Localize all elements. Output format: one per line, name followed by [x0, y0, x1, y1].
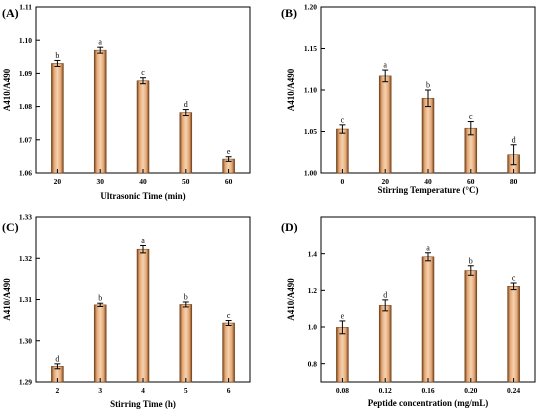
x-tick-label: 60 — [467, 177, 475, 186]
y-tick-label: 0.8 — [308, 359, 318, 368]
bar — [93, 304, 107, 383]
y-tick-label: 1.10 — [304, 86, 317, 95]
significance-label: a — [141, 236, 145, 245]
bar — [507, 286, 520, 383]
significance-label: a — [383, 61, 387, 70]
x-tick-label: 0.12 — [379, 386, 392, 395]
significance-label: b — [469, 256, 473, 265]
x-tick-label: 0.20 — [464, 386, 477, 395]
x-tick-label: 0.24 — [507, 386, 520, 395]
y-tick-label: 1.10 — [19, 36, 32, 45]
y-tick-label: 1.11 — [19, 3, 32, 12]
x-tick-label: 30 — [96, 177, 104, 186]
y-tick-label: 1.00 — [304, 169, 317, 178]
y-tick-label: 1.20 — [304, 3, 317, 12]
bar — [421, 98, 435, 174]
significance-label: c — [341, 115, 345, 124]
y-tick-label: 1.06 — [19, 169, 32, 178]
bar — [93, 49, 107, 174]
significance-label: b — [98, 294, 102, 303]
y-tick-label: 1.0 — [308, 323, 318, 332]
y-tick-label: 1.09 — [19, 69, 32, 78]
y-axis-title: A410/A490 — [286, 278, 296, 321]
y-tick-label: 1.15 — [304, 44, 317, 53]
significance-label: c — [469, 112, 473, 121]
y-tick-label: 1.29 — [19, 378, 32, 387]
bar — [421, 256, 435, 383]
significance-label: e — [227, 147, 231, 156]
y-axis-title: A410/A490 — [286, 68, 296, 111]
panel-c: 1.29 1.30 1.31 1.32 1.33 d 2 b 3 a 4 b 5 c 6 Stirring T… — [2, 213, 251, 409]
x-tick-label: 3 — [98, 386, 102, 395]
x-tick-label: 4 — [141, 386, 145, 395]
panel-d: 0.8 1.0 1.2 1.4 e 0.08 d 0.12 a 0.16 b 0.20 c 0.24 Pep… — [281, 216, 536, 408]
y-tick-label: 1.08 — [19, 102, 32, 111]
significance-label: a — [98, 38, 102, 47]
significance-label: d — [55, 354, 59, 363]
y-axis-title: A410/A490 — [2, 68, 12, 111]
significance-label: c — [512, 274, 516, 283]
significance-label: c — [141, 68, 145, 77]
x-tick-label: 0.16 — [421, 386, 434, 395]
significance-label: a — [426, 243, 430, 252]
x-tick-label: 40 — [424, 177, 432, 186]
significance-label: c — [227, 311, 231, 320]
x-axis-title: Stirring Time (h) — [110, 399, 176, 409]
panel-a: 1.06 1.07 1.08 1.09 1.10 1.11 b 20 a 30 c 40 d 50 e 60 U… — [2, 3, 251, 201]
significance-label: d — [184, 100, 188, 109]
x-tick-label: 2 — [56, 386, 60, 395]
significance-label: b — [426, 81, 430, 90]
x-axis-title: Ultrasonic Time (min) — [100, 191, 185, 201]
x-tick-label: 60 — [225, 177, 233, 186]
significance-label: b — [184, 292, 188, 301]
x-axis-title: Stirring Temperature (°C) — [378, 185, 479, 195]
bar — [336, 327, 349, 383]
bar — [136, 80, 150, 174]
bar — [51, 63, 64, 174]
x-tick-label: 40 — [139, 177, 147, 186]
y-tick-label: 1.07 — [19, 135, 32, 144]
y-tick-label: 1.32 — [19, 254, 32, 263]
y-tick-label: 1.2 — [308, 286, 318, 295]
significance-label: b — [55, 51, 59, 60]
x-tick-label: 80 — [510, 177, 518, 186]
panel-letter: (C) — [2, 220, 19, 234]
significance-label: d — [383, 290, 387, 299]
x-tick-label: 0 — [341, 177, 345, 186]
x-tick-label: 20 — [381, 177, 389, 186]
panel-letter: (A) — [2, 6, 19, 20]
bar — [464, 270, 478, 383]
bar — [179, 112, 193, 174]
bar — [378, 75, 392, 174]
bar — [378, 305, 392, 383]
x-tick-label: 0.08 — [336, 386, 349, 395]
x-tick-label: 6 — [227, 386, 231, 395]
bar — [179, 304, 193, 383]
x-tick-label: 5 — [184, 386, 188, 395]
y-tick-label: 1.31 — [19, 295, 32, 304]
significance-label: d — [512, 135, 516, 144]
y-tick-label: 1.30 — [19, 336, 32, 345]
panel-letter: (B) — [281, 6, 297, 20]
x-tick-label: 20 — [54, 177, 62, 186]
x-axis-title: Peptide concentration (mg/mL) — [368, 398, 488, 408]
panel-letter: (D) — [281, 220, 298, 234]
x-tick-label: 50 — [182, 177, 190, 186]
y-tick-label: 1.33 — [19, 213, 32, 222]
significance-label: e — [341, 311, 345, 320]
bar — [222, 322, 235, 383]
bar — [336, 128, 349, 174]
panel-b: 1.00 1.05 1.10 1.15 1.20 c 0 a 20 b 40 c 60 d 80 Stirri… — [281, 3, 536, 195]
y-axis-title: A410/A490 — [2, 278, 12, 321]
y-tick-label: 1.4 — [308, 249, 318, 258]
y-tick-label: 1.05 — [304, 127, 317, 136]
bar — [136, 248, 150, 383]
